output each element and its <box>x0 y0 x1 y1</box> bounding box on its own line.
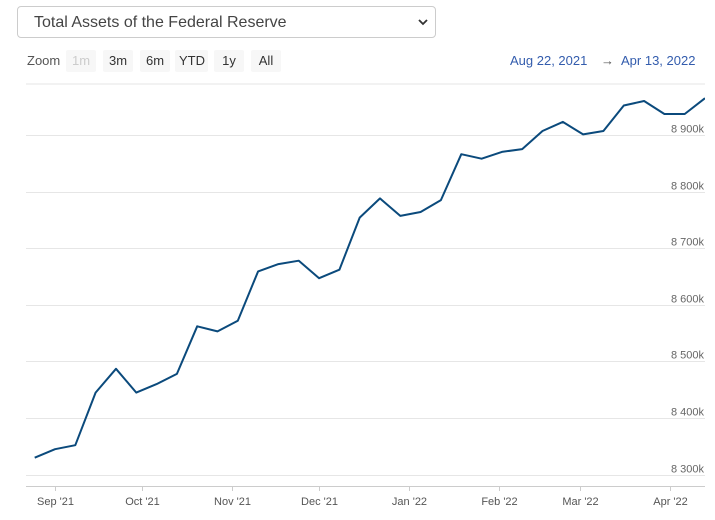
x-tick-label: Mar '22 <box>562 496 598 508</box>
y-tick-label: 8 700k <box>671 237 705 249</box>
y-tick-label: 8 900k <box>671 124 705 136</box>
x-tick-label: Nov '21 <box>214 496 251 508</box>
zoom-1m-button[interactable]: 1m <box>66 50 96 72</box>
series-select-value: Total Assets of the Federal Reserve <box>34 14 287 31</box>
zoom-all-button[interactable]: All <box>251 50 281 72</box>
zoom-6m-button[interactable]: 6m <box>140 50 170 72</box>
x-tick-label: Oct '21 <box>125 496 160 508</box>
x-tick-label: Apr '22 <box>653 496 688 508</box>
zoom-ytd-button[interactable]: YTD <box>175 50 208 72</box>
x-tick-label: Dec '21 <box>301 496 338 508</box>
zoom-label: Zoom <box>27 53 61 68</box>
range-from-date[interactable]: Aug 22, 2021 <box>510 53 588 68</box>
zoom-3m-button[interactable]: 3m <box>103 50 133 72</box>
y-tick-label: 8 300k <box>671 464 705 476</box>
range-arrow: → <box>601 53 614 68</box>
y-tick-label: 8 500k <box>671 350 705 362</box>
chevron-down-icon <box>418 19 428 26</box>
zoom-1y-button[interactable]: 1y <box>214 50 244 72</box>
series-line[interactable] <box>34 97 705 459</box>
y-tick-label: 8 800k <box>671 181 705 193</box>
range-to-date[interactable]: Apr 13, 2022 <box>621 53 696 68</box>
x-tick-label: Jan '22 <box>392 496 427 508</box>
series-select[interactable]: Total Assets of the Federal Reserve <box>17 6 436 38</box>
x-tick-label: Sep '21 <box>37 496 74 508</box>
x-tick-label: Feb '22 <box>481 496 517 508</box>
y-tick-label: 8 400k <box>671 407 705 419</box>
y-tick-label: 8 600k <box>671 294 705 306</box>
